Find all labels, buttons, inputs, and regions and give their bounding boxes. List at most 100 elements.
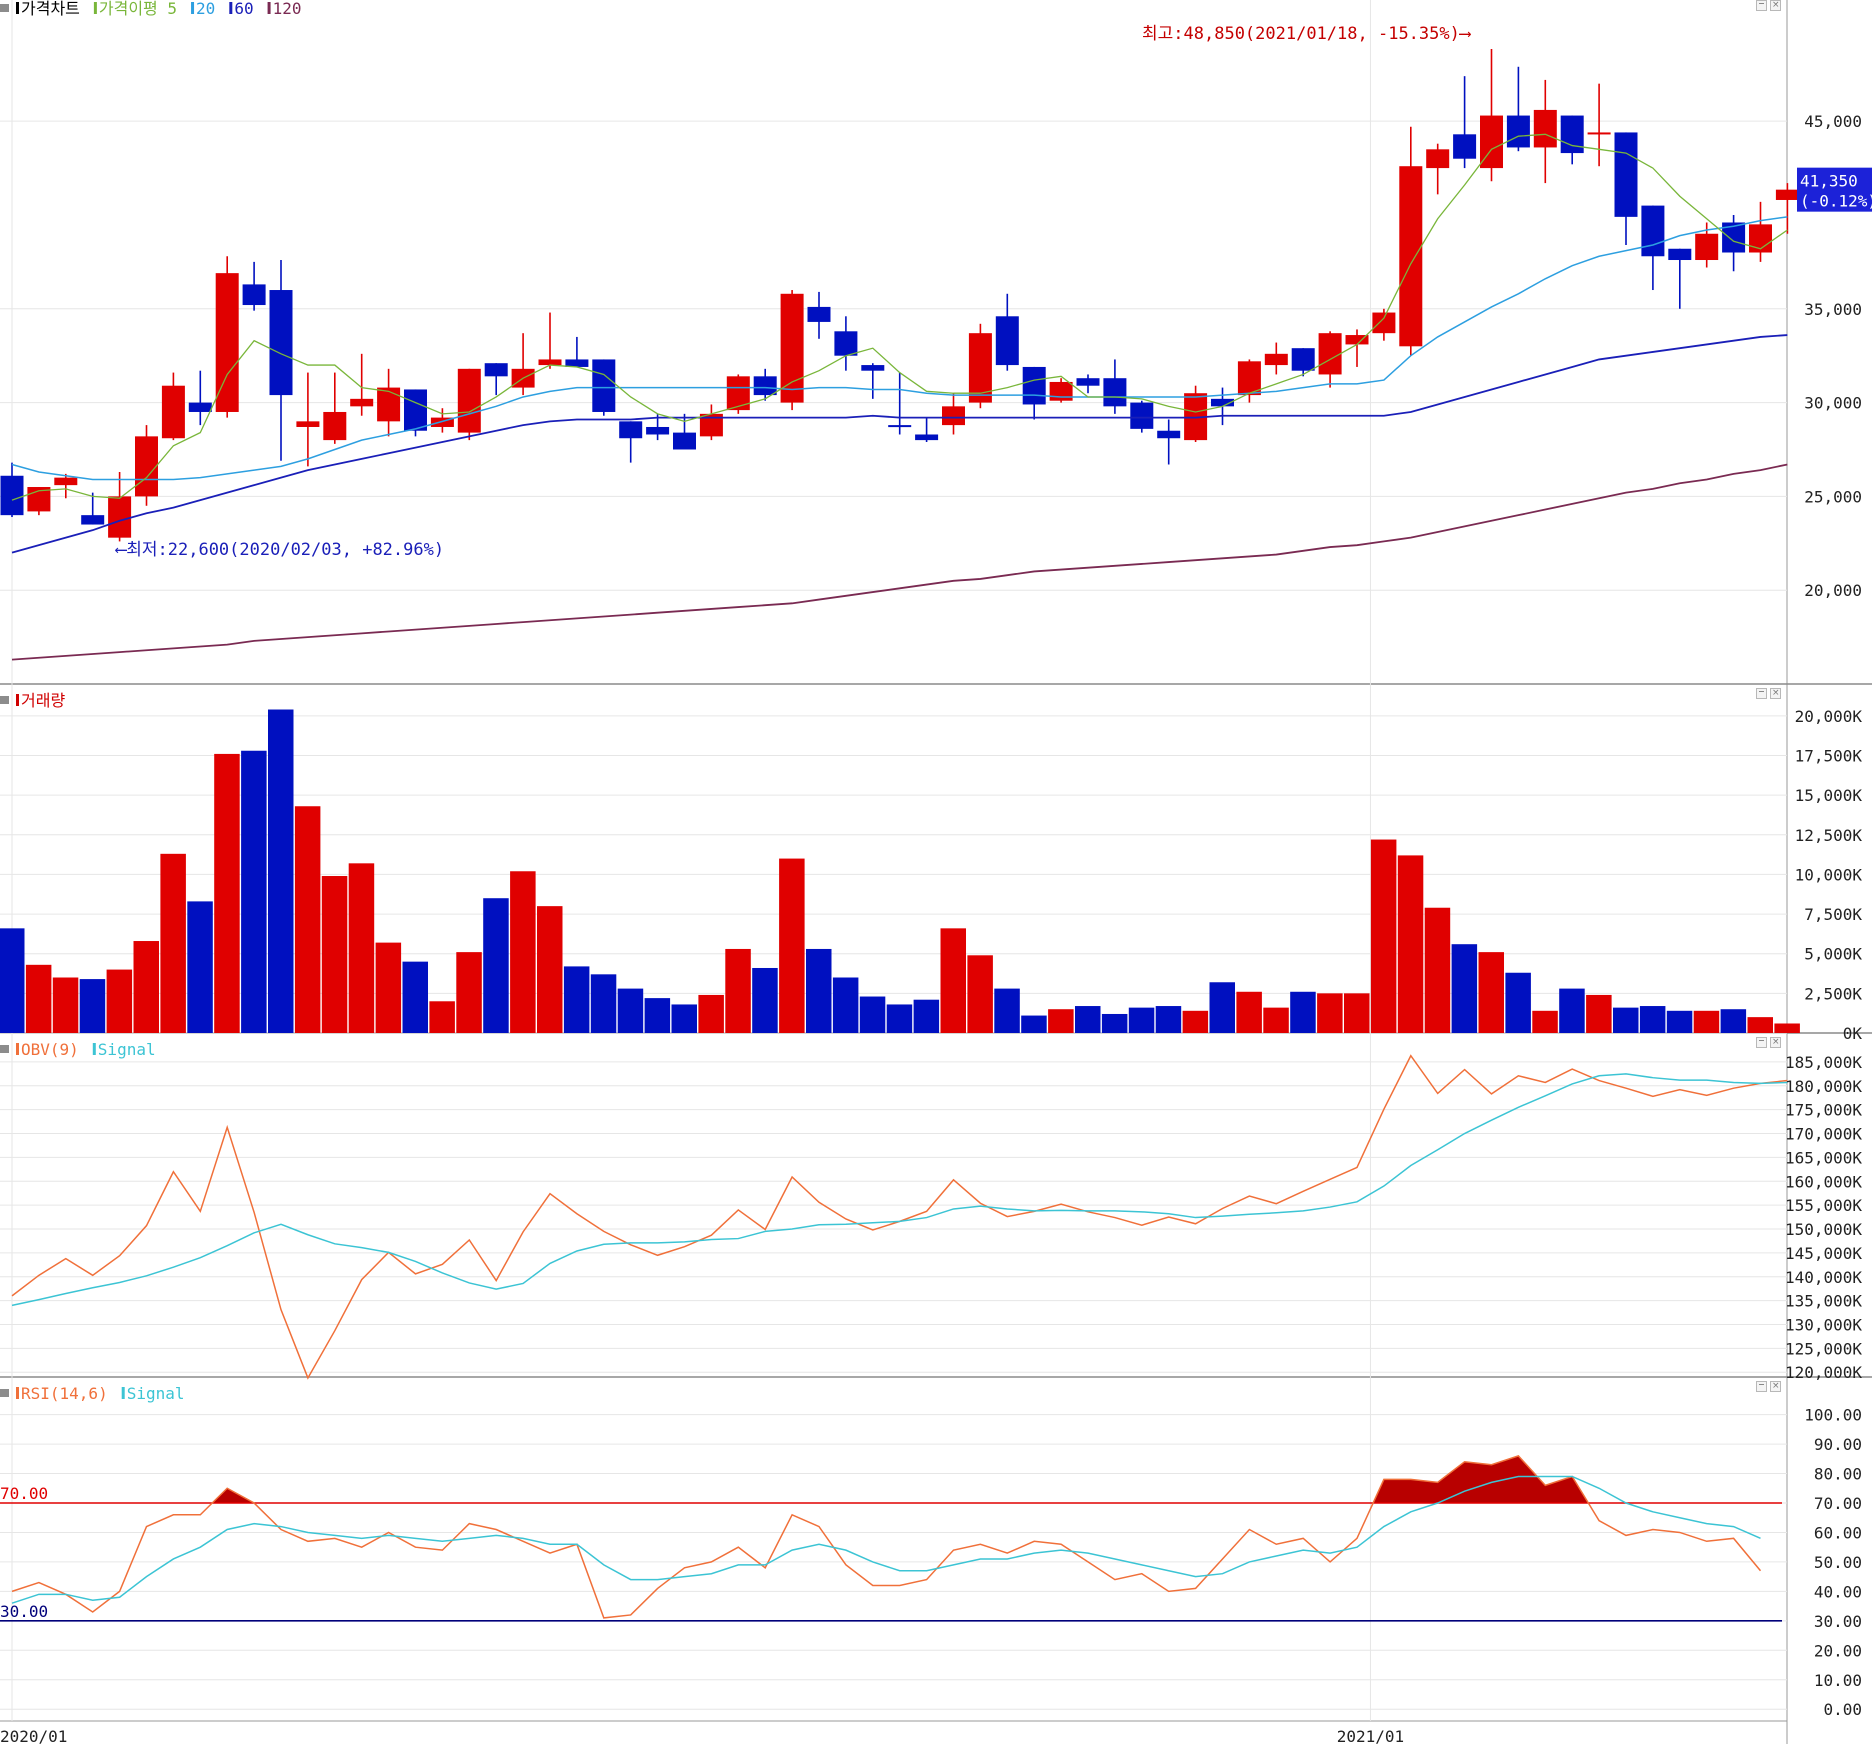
volume-bar xyxy=(1128,1007,1155,1033)
candle-body xyxy=(161,385,185,439)
volume-bar xyxy=(994,988,1020,1033)
obv-pane-minimize-button[interactable] xyxy=(1756,1037,1767,1048)
pane-menu-icon xyxy=(0,4,9,12)
candle-body xyxy=(915,434,939,441)
y-tick-label: 145,000K xyxy=(1785,1244,1862,1263)
volume-bar xyxy=(913,999,940,1033)
candle-body xyxy=(188,402,212,412)
candle-body xyxy=(1668,248,1692,261)
volume-bar xyxy=(483,898,509,1033)
ma120-line xyxy=(11,463,1788,661)
candle-body xyxy=(323,411,347,441)
y-tick-label: 35,000 xyxy=(1804,300,1862,319)
rsi-signal-line xyxy=(11,1475,1761,1604)
y-tick-label: 10,000K xyxy=(1795,865,1863,884)
candle-body xyxy=(1641,205,1665,257)
volume-bar xyxy=(1693,1010,1720,1033)
volume-bar xyxy=(563,966,590,1033)
y-tick-label: 180,000K xyxy=(1785,1077,1862,1096)
y-tick-label: 12,500K xyxy=(1795,826,1863,845)
ma20-line xyxy=(11,216,1788,481)
volume-pane-minimize-button[interactable] xyxy=(1756,688,1767,699)
y-tick-label: 20,000K xyxy=(1795,707,1863,726)
candle-body xyxy=(1184,393,1208,441)
volume-bar xyxy=(1263,1007,1289,1033)
candle-body xyxy=(135,436,158,497)
rsi-pane-close-button[interactable] xyxy=(1770,1381,1781,1392)
candle-body xyxy=(1722,222,1746,253)
candle-body xyxy=(1318,333,1342,375)
volume-bar xyxy=(752,967,778,1033)
price-pane-close-button[interactable] xyxy=(1770,0,1781,11)
volume-bar xyxy=(0,928,25,1033)
chart-marks: 최고:48,850(2021/01/18, -15.35%)⟶ ⟵최저:22,60… xyxy=(0,24,1872,1622)
volume-bar xyxy=(1155,1006,1182,1033)
legend-item: 가격차트 xyxy=(21,0,80,18)
volume-bar xyxy=(133,941,159,1033)
candle-body xyxy=(673,432,696,450)
y-tick-label: 0K xyxy=(1843,1024,1863,1043)
legend-item: 120 xyxy=(273,0,302,18)
volume-bar xyxy=(1236,991,1262,1033)
candle-body xyxy=(995,316,1019,366)
y-tick-label: 100.00 xyxy=(1804,1406,1862,1425)
y-tick-label: 185,000K xyxy=(1785,1053,1862,1072)
y-tick-label: 30.00 xyxy=(1814,1612,1862,1631)
y-tick-label: 70.00 xyxy=(1814,1494,1862,1513)
y-tick-label: 2,500K xyxy=(1804,984,1862,1003)
rsi-line xyxy=(11,1455,1762,1619)
volume-bar xyxy=(375,942,402,1033)
pane-menu-icon xyxy=(0,696,9,704)
candle-body xyxy=(1560,115,1584,154)
candle-body xyxy=(1426,149,1450,169)
last-price-box xyxy=(1797,167,1872,212)
legend-swatch xyxy=(92,1043,96,1055)
volume-bar xyxy=(537,906,563,1033)
volume-bar xyxy=(940,928,966,1033)
y-tick-label: 130,000K xyxy=(1785,1315,1862,1334)
candle-body xyxy=(699,413,723,437)
y-tick-label: 0.00 xyxy=(1823,1700,1862,1719)
y-tick-label: 40.00 xyxy=(1814,1582,1862,1601)
last-price-value: 41,350 xyxy=(1800,172,1858,191)
volume-bar xyxy=(106,969,133,1033)
y-tick-label: 90.00 xyxy=(1814,1435,1862,1454)
volume-bar xyxy=(25,964,52,1033)
volume-bar xyxy=(1666,1010,1693,1033)
candle-body xyxy=(807,306,831,322)
y-tick-label: 125,000K xyxy=(1785,1339,1862,1358)
candle-body xyxy=(1049,381,1073,401)
volume-bar xyxy=(779,858,805,1033)
legend-swatch xyxy=(16,694,19,706)
candle-body xyxy=(1211,398,1234,407)
candle-body xyxy=(377,387,401,422)
volume-bar xyxy=(967,955,993,1033)
legend-item: 60 xyxy=(234,0,253,18)
volume-bar xyxy=(1613,1007,1639,1033)
candle-body xyxy=(1587,132,1611,135)
rsi-pane-minimize-button[interactable] xyxy=(1756,1381,1767,1392)
candle-body xyxy=(753,376,777,396)
candle-body xyxy=(404,389,427,431)
y-tick-label: 17,500K xyxy=(1795,747,1863,766)
candle-body xyxy=(1614,132,1638,217)
candle-body xyxy=(1453,134,1477,159)
obv-pane-close-button[interactable] xyxy=(1770,1037,1781,1048)
volume-bar xyxy=(1075,1006,1101,1033)
legend-swatch xyxy=(16,2,19,14)
candle-body xyxy=(538,359,562,366)
candle-body xyxy=(108,496,132,538)
volume-bar xyxy=(832,977,859,1033)
volume-bar xyxy=(617,988,644,1033)
volume-bar xyxy=(590,974,617,1033)
candle-body xyxy=(1076,378,1100,386)
legend-item: 거래량 xyxy=(21,691,65,710)
candle-body xyxy=(1775,189,1799,200)
price-pane-minimize-button[interactable] xyxy=(1756,0,1767,11)
volume-pane-close-button[interactable] xyxy=(1770,688,1781,699)
legend-item: 20 xyxy=(196,0,215,18)
y-tick-label: 170,000K xyxy=(1785,1125,1862,1144)
volume-bar xyxy=(268,709,294,1033)
volume-bar xyxy=(1209,982,1235,1033)
y-tick-label: 60.00 xyxy=(1814,1523,1862,1542)
